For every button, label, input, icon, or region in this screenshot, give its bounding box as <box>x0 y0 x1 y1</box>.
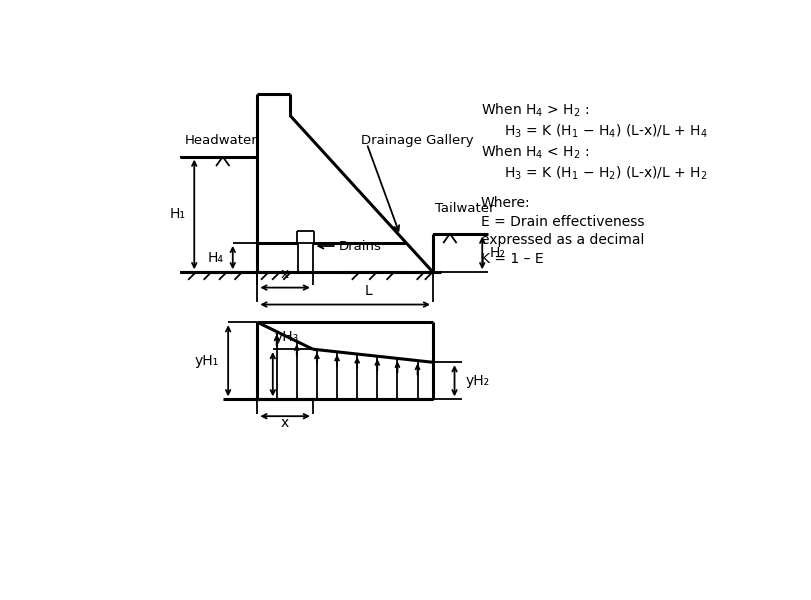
Text: expressed as a decimal: expressed as a decimal <box>481 233 644 247</box>
Text: Where:: Where: <box>481 196 530 210</box>
Text: yH₂: yH₂ <box>466 374 489 388</box>
Text: L: L <box>364 284 372 298</box>
Text: Drainage Gallery: Drainage Gallery <box>362 134 474 146</box>
Text: Tailwater: Tailwater <box>435 202 494 215</box>
Text: When H$_4$ < H$_2$ :: When H$_4$ < H$_2$ : <box>481 143 589 161</box>
Text: x: x <box>281 416 290 430</box>
Text: H₂: H₂ <box>490 246 506 260</box>
Text: H$_3$ = K (H$_1$ $-$ H$_2$) (L-x)/L + H$_2$: H$_3$ = K (H$_1$ $-$ H$_2$) (L-x)/L + H$… <box>504 164 707 182</box>
Text: E = Drain effectiveness: E = Drain effectiveness <box>481 215 644 229</box>
Text: yH₁: yH₁ <box>195 354 219 368</box>
Text: x: x <box>281 268 290 281</box>
Text: Headwater: Headwater <box>184 134 257 148</box>
Text: yH₃: yH₃ <box>274 331 298 344</box>
Text: Drains: Drains <box>338 239 381 253</box>
Text: H₁: H₁ <box>169 208 186 221</box>
Text: H₄: H₄ <box>208 251 224 265</box>
Text: K = 1 – E: K = 1 – E <box>481 252 543 266</box>
Text: When H$_4$ > H$_2$ :: When H$_4$ > H$_2$ : <box>481 101 589 119</box>
Text: H$_3$ = K (H$_1$ $-$ H$_4$) (L-x)/L + H$_4$: H$_3$ = K (H$_1$ $-$ H$_4$) (L-x)/L + H$… <box>504 122 708 140</box>
